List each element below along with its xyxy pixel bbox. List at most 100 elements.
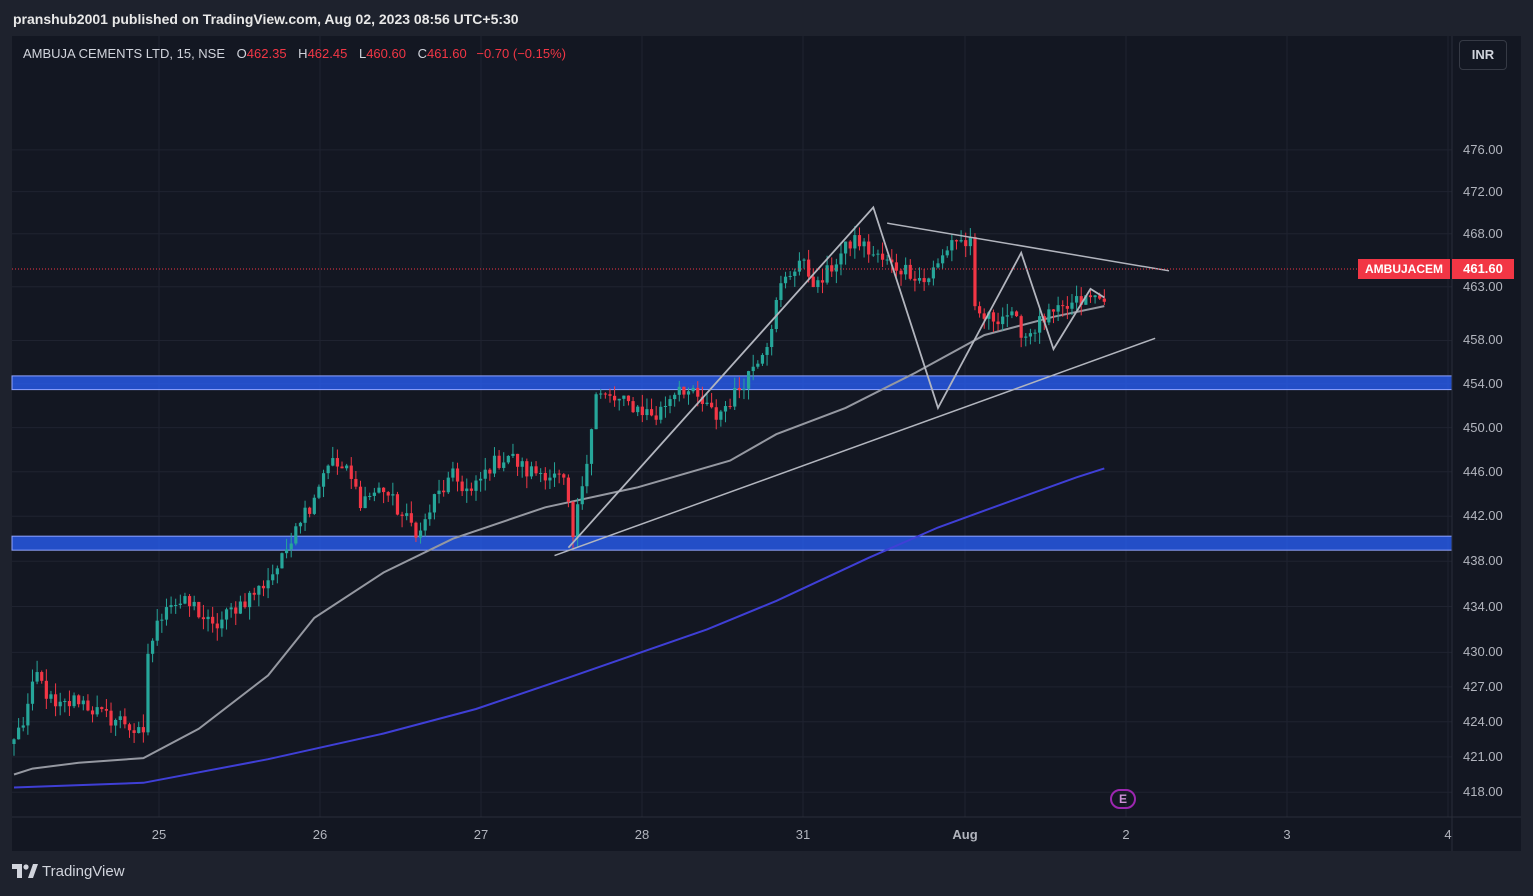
candle-body xyxy=(1033,332,1037,334)
support-zones xyxy=(11,375,1453,551)
candle-body xyxy=(400,514,404,516)
grid-lines xyxy=(12,36,1452,817)
candle-body xyxy=(224,609,229,620)
candle-body xyxy=(187,596,192,607)
candle-body xyxy=(1075,296,1079,303)
published-by-text: pranshub2001 published on TradingView.co… xyxy=(13,11,519,27)
candle-body xyxy=(340,466,344,469)
time-tick-label: 26 xyxy=(312,827,328,842)
price-tick-label: 421.00 xyxy=(1463,748,1503,764)
candle-body xyxy=(608,394,612,396)
candle-body xyxy=(141,727,145,733)
support-zone xyxy=(11,535,1453,551)
candle-body xyxy=(539,472,543,474)
price-tick-label: 434.00 xyxy=(1463,598,1503,614)
candle-body xyxy=(770,329,774,348)
candle-body xyxy=(562,474,566,478)
earnings-event-icon[interactable]: E xyxy=(1110,789,1136,809)
candle-body xyxy=(622,395,626,399)
candle-body xyxy=(492,455,497,474)
candle-body xyxy=(280,553,284,569)
candle-body xyxy=(428,512,432,520)
candle-body xyxy=(345,465,349,469)
last-price-tag: 461.60 xyxy=(1452,259,1514,279)
candle-body xyxy=(862,241,866,247)
price-tick-label: 468.00 xyxy=(1463,225,1503,241)
candle-body xyxy=(977,306,982,314)
candle-body xyxy=(506,455,510,463)
candle-body xyxy=(118,716,122,720)
candle-body xyxy=(178,603,182,605)
trendline xyxy=(554,337,1156,557)
candle-body xyxy=(266,580,270,589)
candle-body xyxy=(765,347,769,355)
candle-body xyxy=(876,253,880,255)
candle-body xyxy=(414,522,418,538)
symbol-price-tag: AMBUJACEM xyxy=(1358,259,1450,279)
candle-body xyxy=(941,255,945,264)
candle-body xyxy=(483,469,487,479)
candle-body xyxy=(908,264,912,279)
candle-body xyxy=(520,461,524,467)
candle-body xyxy=(594,394,598,430)
candle-body xyxy=(432,494,437,513)
candle-body xyxy=(229,607,233,610)
candle-body xyxy=(543,472,547,481)
candle-body xyxy=(1001,316,1005,325)
candle-body xyxy=(927,278,931,283)
candle-body xyxy=(238,601,242,614)
footer-branding[interactable]: TradingView xyxy=(12,862,125,886)
candle-body xyxy=(104,709,108,711)
candle-body xyxy=(631,401,635,413)
candle-body xyxy=(811,276,815,288)
candle-body xyxy=(991,312,996,322)
candle-body xyxy=(566,477,570,502)
price-tick-label: 458.00 xyxy=(1463,332,1503,348)
candle-body xyxy=(959,240,963,242)
candle-body xyxy=(303,507,307,523)
footer-brand-text: TradingView xyxy=(42,862,125,880)
candle-body xyxy=(700,396,704,404)
candle-body xyxy=(67,701,72,707)
candle-body xyxy=(1010,311,1014,316)
candle-body xyxy=(751,366,755,372)
time-tick-label: 4 xyxy=(1444,827,1452,842)
candle-body xyxy=(793,271,797,276)
candle-body xyxy=(460,481,464,492)
time-tick-label: 2 xyxy=(1122,827,1130,842)
candle-body xyxy=(90,710,95,715)
candle-body xyxy=(867,241,871,255)
candle-body xyxy=(816,280,820,288)
candle-body xyxy=(1051,309,1056,312)
time-tick-label: 3 xyxy=(1283,827,1291,842)
candle-body xyxy=(386,492,390,496)
price-tick-label: 424.00 xyxy=(1463,713,1503,729)
candle-body xyxy=(723,406,728,412)
currency-button[interactable]: INR xyxy=(1459,40,1507,70)
candle-body xyxy=(663,406,668,408)
candle-body xyxy=(945,250,949,256)
candle-body xyxy=(645,409,649,416)
close-label: C xyxy=(417,46,427,61)
candle-body xyxy=(779,283,783,301)
candle-body xyxy=(673,394,677,400)
candle-body xyxy=(298,522,303,527)
candle-body xyxy=(192,601,196,607)
candle-body xyxy=(275,568,279,575)
candle-body xyxy=(100,707,104,710)
candle-body xyxy=(580,486,584,505)
candle-body xyxy=(728,406,732,408)
candle-body xyxy=(890,259,894,263)
candle-body xyxy=(317,486,321,498)
candle-body xyxy=(756,363,760,367)
chart-panel[interactable] xyxy=(12,36,1521,851)
candle-body xyxy=(354,478,358,487)
candle-body xyxy=(326,465,330,474)
candle-body xyxy=(691,387,695,392)
candle-body xyxy=(1061,305,1065,307)
price-tick-label: 476.00 xyxy=(1463,141,1503,157)
candle-body xyxy=(797,260,801,272)
candle-body xyxy=(174,604,178,606)
candle-body xyxy=(1014,311,1019,317)
